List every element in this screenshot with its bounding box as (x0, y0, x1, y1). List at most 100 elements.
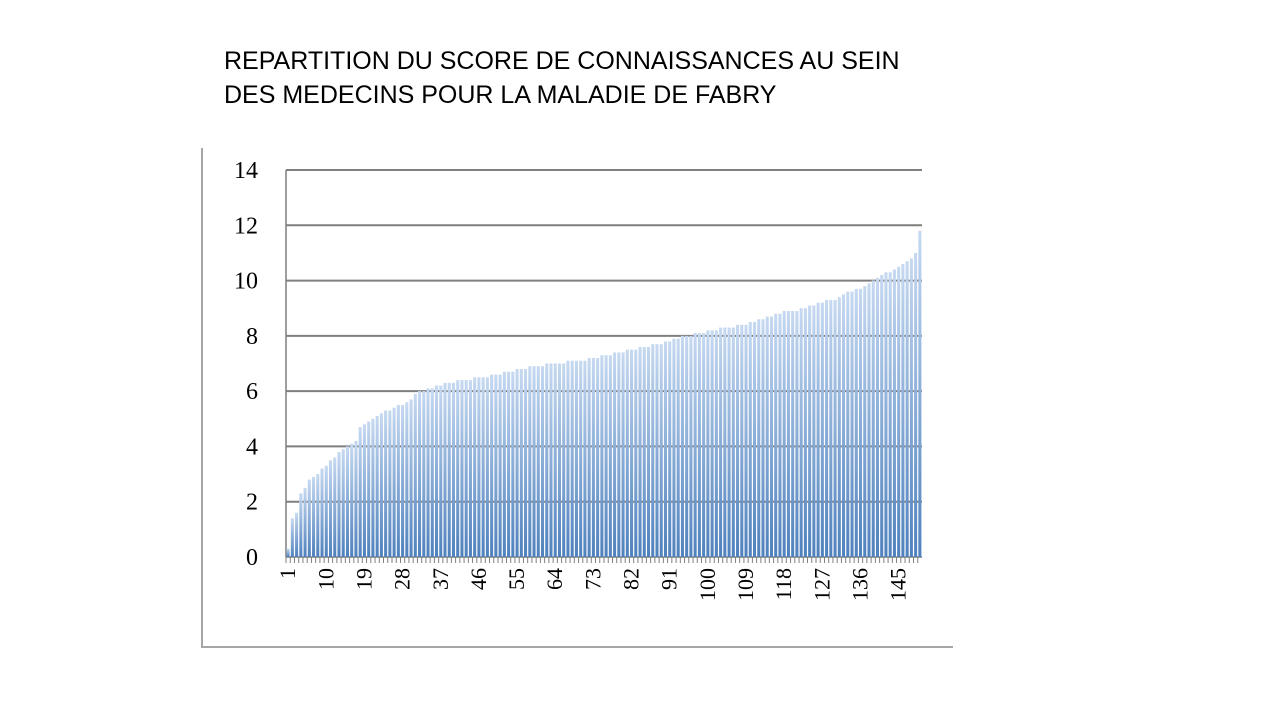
y-tick-label: 2 (246, 490, 258, 516)
bar (697, 333, 701, 557)
x-tick-label: 64 (542, 568, 567, 590)
bar (748, 322, 752, 557)
bar (401, 404, 405, 557)
bar (477, 377, 481, 557)
bar (617, 352, 621, 557)
bar (371, 418, 375, 557)
bar (498, 374, 502, 557)
bar (863, 286, 867, 557)
bar (880, 275, 884, 557)
x-tick-label: 127 (809, 568, 834, 601)
bar (316, 474, 320, 557)
bar (350, 443, 354, 557)
y-tick-label: 6 (246, 379, 258, 405)
bar (825, 299, 829, 557)
bar (299, 493, 303, 557)
y-tick-label: 10 (234, 269, 258, 295)
x-tick-label: 73 (580, 568, 605, 590)
bar (536, 366, 540, 557)
bar (422, 391, 426, 557)
bar (485, 377, 489, 557)
bar (736, 324, 740, 557)
bar (837, 297, 841, 557)
bar (808, 305, 812, 557)
bar (765, 316, 769, 557)
bar (328, 460, 333, 557)
bar (871, 280, 875, 557)
bar (854, 288, 858, 557)
bar (799, 308, 803, 557)
bar (307, 479, 311, 557)
bar (494, 374, 498, 557)
bar (757, 319, 761, 557)
bar (447, 382, 451, 557)
bar (354, 440, 358, 557)
x-tick-label: 145 (886, 568, 911, 601)
y-tick-label: 0 (246, 545, 258, 571)
bar (884, 272, 888, 557)
bar (511, 371, 515, 557)
bar (375, 416, 379, 557)
bar (456, 380, 460, 557)
bar (680, 335, 684, 557)
bar (443, 382, 447, 557)
bar (434, 385, 439, 557)
bar (540, 366, 545, 557)
bar (918, 230, 922, 557)
bar (507, 371, 511, 557)
bar (562, 363, 566, 557)
bar (570, 360, 574, 557)
x-tick-label: 28 (390, 568, 415, 590)
bar (858, 288, 863, 557)
bar (528, 366, 532, 557)
bars (286, 230, 922, 557)
bar (439, 385, 443, 557)
x-tick-label: 55 (504, 568, 529, 590)
bar (774, 313, 778, 557)
bar (706, 330, 710, 557)
bar (320, 468, 324, 557)
bar (659, 344, 663, 557)
bar (651, 344, 655, 557)
bar (358, 427, 362, 557)
bar (638, 346, 642, 557)
bar (897, 266, 901, 557)
bar (460, 380, 464, 557)
bar (867, 283, 871, 557)
bar (545, 363, 549, 557)
bar (795, 310, 799, 557)
x-tick-label: 46 (466, 568, 491, 590)
bar (693, 333, 697, 557)
bar (468, 380, 472, 557)
bar (392, 407, 396, 557)
bar (367, 421, 371, 557)
x-tick-label: 91 (657, 568, 682, 590)
bar (502, 371, 506, 557)
bar (286, 548, 290, 557)
bar (362, 424, 366, 557)
bar (892, 269, 896, 557)
y-tick-label: 12 (234, 213, 258, 239)
bar (723, 327, 727, 557)
bar (719, 327, 723, 557)
x-tick-label: 109 (733, 568, 758, 601)
bar (549, 363, 553, 557)
bar (481, 377, 485, 557)
bar (579, 360, 583, 557)
bar (914, 252, 918, 557)
bar (413, 393, 417, 557)
bar (324, 465, 328, 557)
bar (613, 352, 617, 557)
bar (668, 341, 672, 557)
bar (630, 349, 634, 557)
bar (655, 344, 659, 557)
bar (901, 263, 905, 557)
chart-title-line-1: REPARTITION DU SCORE DE CONNAISSANCES AU… (224, 47, 900, 75)
bar (379, 413, 383, 557)
bar (676, 338, 680, 557)
bar (566, 360, 570, 557)
bar (384, 410, 388, 557)
bar (689, 335, 693, 557)
bar (464, 380, 468, 557)
x-tick-label: 19 (351, 568, 376, 590)
